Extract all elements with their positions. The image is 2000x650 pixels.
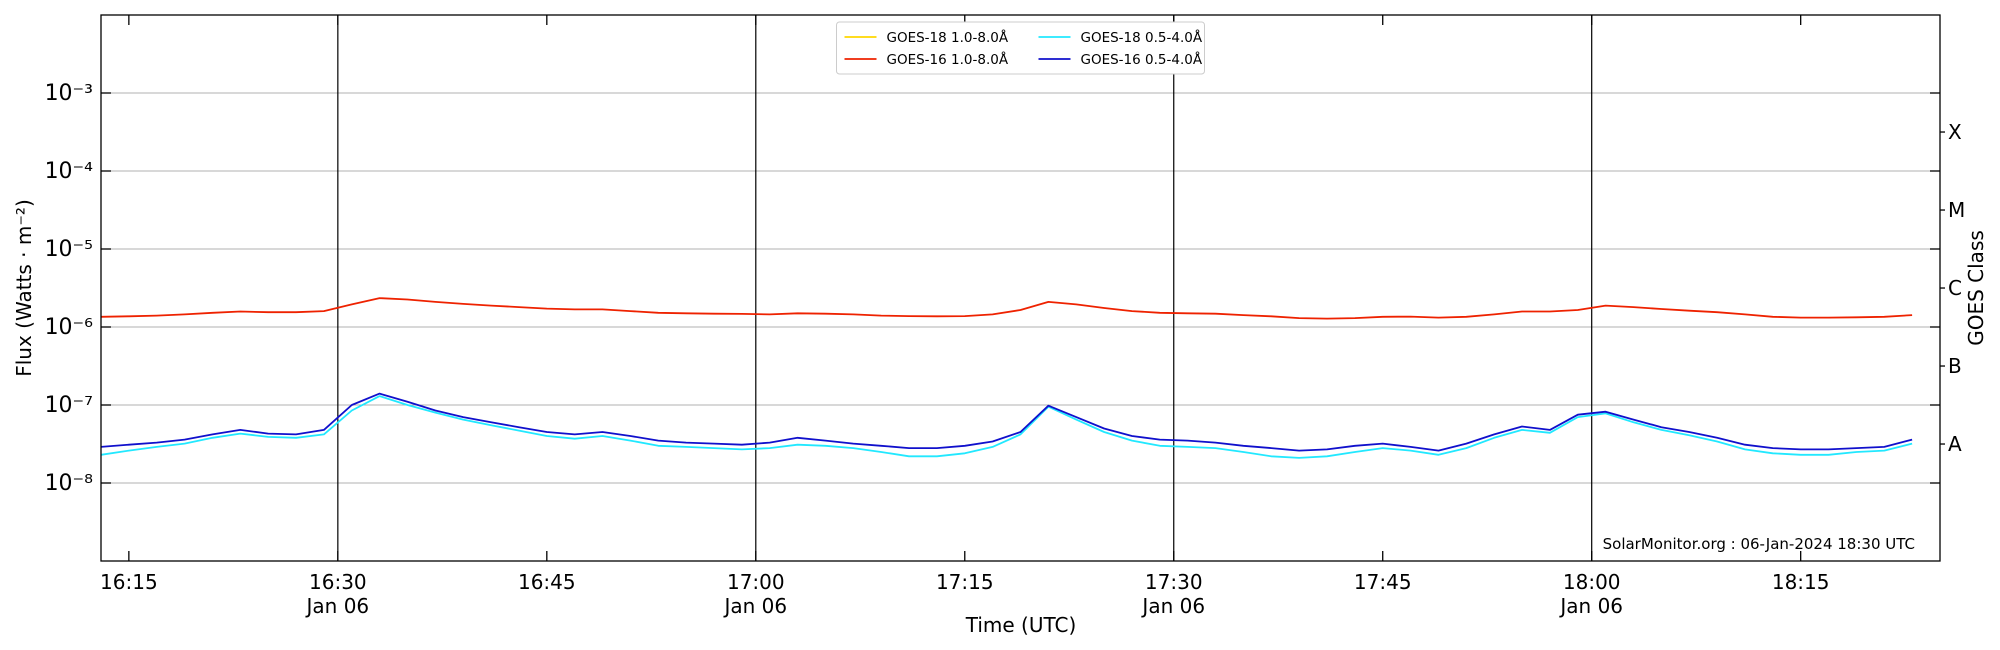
series-line	[100, 395, 1913, 459]
y2-axis-label: GOES Class	[1964, 230, 1988, 346]
annotation: SolarMonitor.org : 06-Jan-2024 18:30 UTC	[1603, 535, 1915, 553]
x-tick-label: 17:00	[727, 570, 785, 594]
x-axis-label: Time (UTC)	[965, 613, 1077, 637]
x-tick-label: 17:15	[936, 570, 994, 594]
y-tick-label: 10⁻⁷	[45, 393, 93, 418]
x-tick-label: 17:30	[1145, 570, 1203, 594]
series-line	[100, 392, 1913, 452]
y-tick-label: 10⁻⁴	[45, 159, 94, 184]
x-tick-label: 18:00	[1563, 570, 1621, 594]
legend-label: GOES-18 0.5-4.0Å	[1081, 29, 1203, 46]
y2-tick-label: C	[1948, 276, 1962, 300]
x-tick-label: 16:15	[100, 570, 158, 594]
x-tick-date: Jan 06	[1558, 594, 1623, 618]
y-tick-label: 10⁻⁵	[45, 237, 93, 262]
y-axis-label: Flux (Watts · m⁻²)	[12, 199, 36, 377]
legend-label: GOES-16 1.0-8.0Å	[887, 51, 1009, 68]
legend: GOES-18 1.0-8.0Å GOES-16 1.0-8.0Å GOES-18 …	[836, 21, 1205, 75]
x-tick-date: Jan 06	[305, 594, 370, 618]
x-tick-date: Jan 06	[1140, 594, 1205, 618]
plot-frame	[100, 14, 1941, 562]
legend-label: GOES-18 1.0-8.0Å	[887, 29, 1009, 46]
series-line	[100, 297, 1913, 320]
y2-tick-label: A	[1948, 432, 1962, 456]
x-tick-label: 17:45	[1354, 570, 1412, 594]
y2-tick-label: X	[1948, 120, 1962, 144]
y-tick-label: 10⁻⁶	[45, 315, 94, 340]
x-tick-label: 16:30	[309, 570, 367, 594]
legend-box	[836, 21, 1205, 75]
y-tick-label: 10⁻³	[45, 81, 93, 106]
y2-tick-label: B	[1948, 354, 1962, 378]
legend-label: GOES-16 0.5-4.0Å	[1081, 51, 1203, 68]
x-tick-label: 18:15	[1772, 570, 1830, 594]
x-tick-date: Jan 06	[722, 594, 787, 618]
y-tick-label: 10⁻⁸	[45, 471, 94, 496]
y2-tick-label: M	[1948, 198, 1965, 222]
x-tick-label: 16:45	[518, 570, 576, 594]
